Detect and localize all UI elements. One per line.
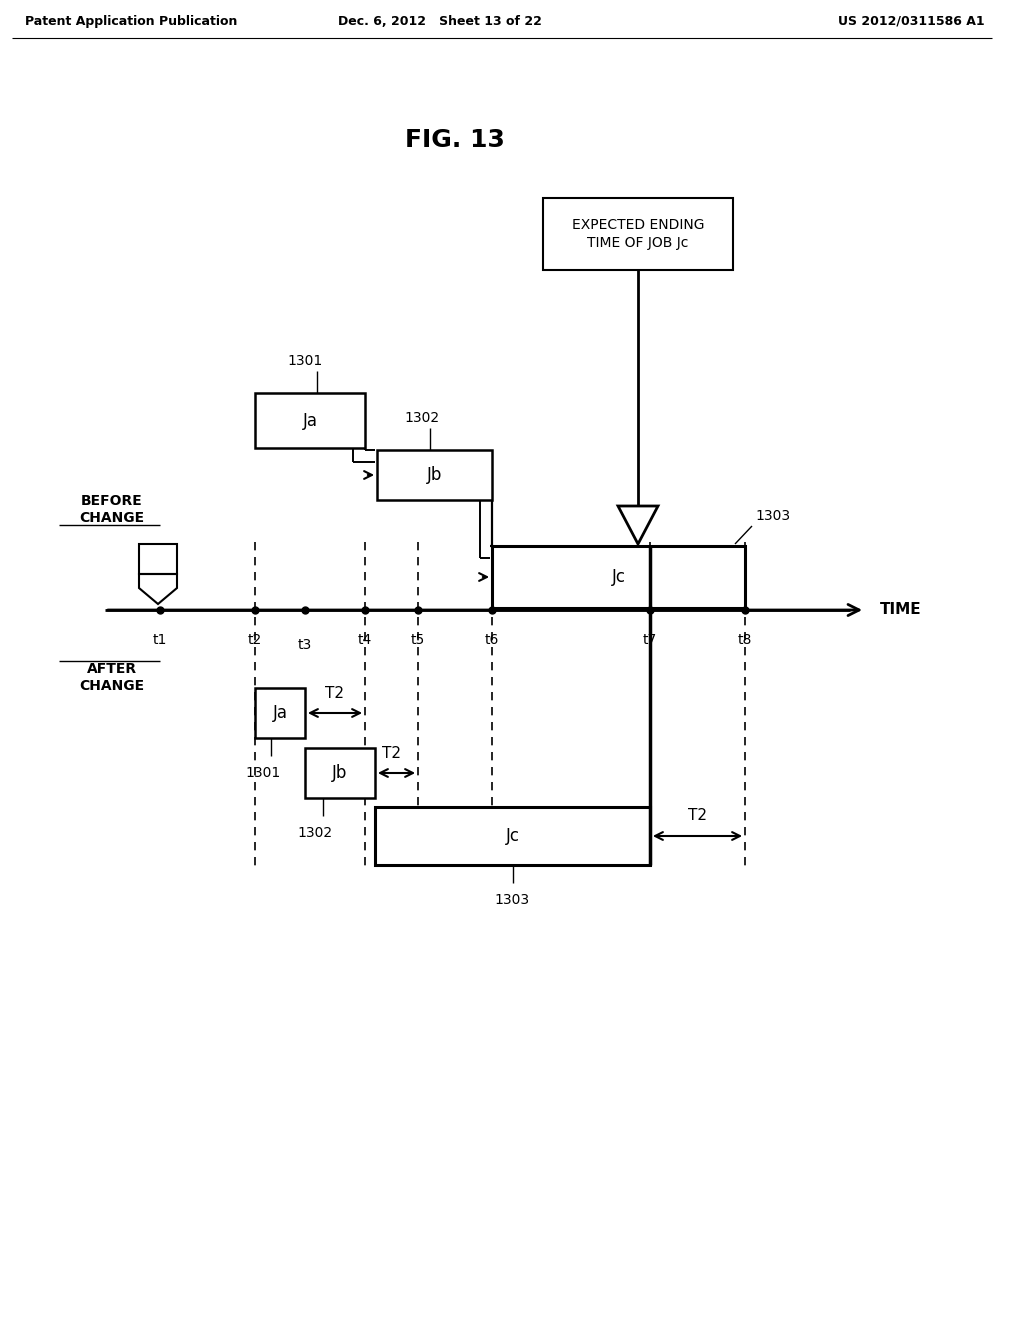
Text: t4: t4: [357, 634, 372, 647]
Text: AFTER
CHANGE: AFTER CHANGE: [80, 663, 144, 693]
Bar: [377, 450, 492, 500]
Text: t7: t7: [643, 634, 657, 647]
Text: EXPECTED ENDING
TIME OF JOB Jc: EXPECTED ENDING TIME OF JOB Jc: [571, 218, 705, 251]
Text: Dec. 6, 2012   Sheet 13 of 22: Dec. 6, 2012 Sheet 13 of 22: [338, 15, 542, 28]
Text: t1: t1: [153, 634, 167, 647]
Text: Jc: Jc: [506, 828, 519, 845]
Bar: [255, 393, 365, 447]
Text: 1302: 1302: [404, 411, 439, 425]
Text: Jc: Jc: [611, 568, 626, 586]
Bar: [543, 198, 733, 271]
Text: 1301: 1301: [288, 354, 323, 368]
Text: Jb: Jb: [427, 466, 442, 484]
Text: Patent Application Publication: Patent Application Publication: [25, 15, 238, 28]
Text: t5: t5: [411, 634, 425, 647]
Text: t8: t8: [738, 634, 753, 647]
Text: 1303: 1303: [495, 894, 530, 907]
Text: 1303: 1303: [755, 510, 791, 523]
Text: FIG. 13: FIG. 13: [406, 128, 505, 152]
Bar: [305, 748, 375, 799]
Bar: [492, 546, 745, 609]
Bar: [139, 544, 177, 574]
Bar: [375, 807, 650, 865]
Text: T2: T2: [326, 685, 344, 701]
Bar: [255, 688, 305, 738]
Text: 1301: 1301: [246, 766, 281, 780]
Text: TIME: TIME: [880, 602, 922, 618]
Text: 1302: 1302: [297, 826, 333, 840]
Text: US 2012/0311586 A1: US 2012/0311586 A1: [839, 15, 985, 28]
Text: t6: t6: [484, 634, 499, 647]
Text: T2: T2: [688, 808, 707, 824]
Text: Ja: Ja: [302, 412, 317, 429]
Text: Ja: Ja: [272, 704, 288, 722]
Text: t3: t3: [298, 638, 312, 652]
Text: T2: T2: [382, 746, 401, 760]
Text: Jb: Jb: [333, 764, 348, 781]
Text: t2: t2: [248, 634, 262, 647]
Text: BEFORE
CHANGE: BEFORE CHANGE: [80, 494, 144, 525]
